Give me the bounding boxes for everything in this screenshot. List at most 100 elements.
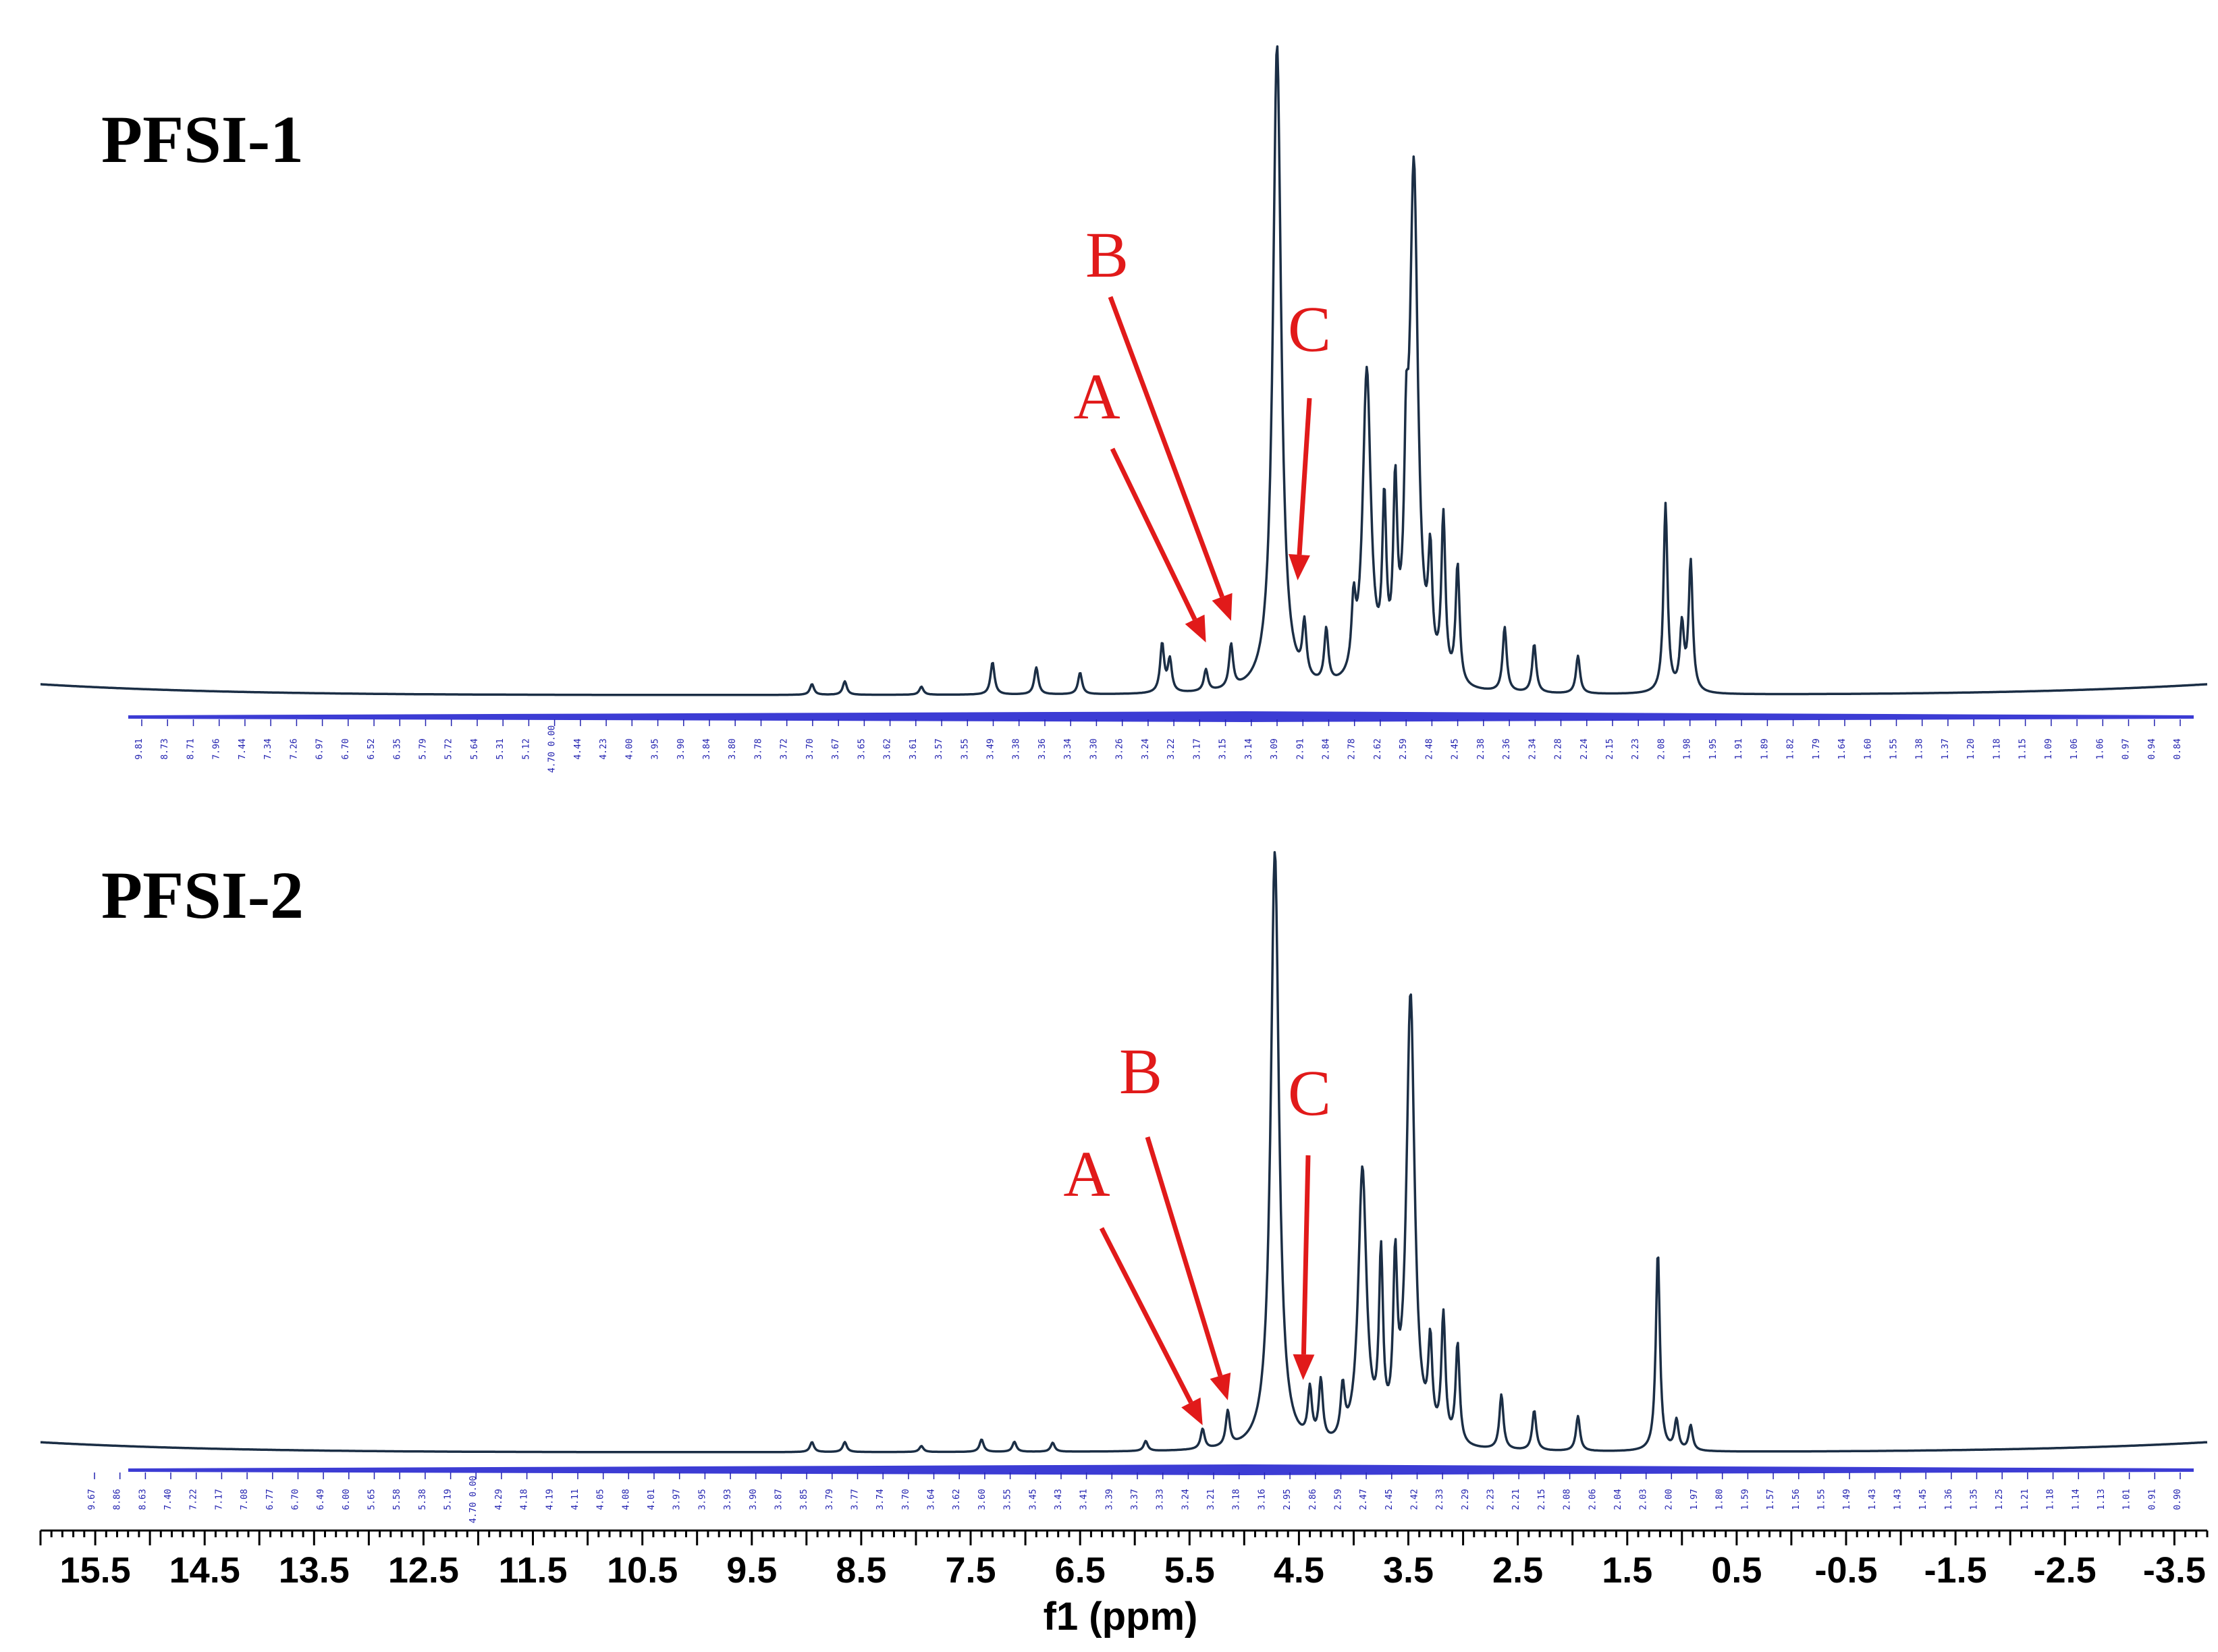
integral-value-label: 3.36 — [1037, 738, 1048, 759]
integral-value-label: 2.62 — [1373, 738, 1383, 759]
integral-value-label: 2.91 — [1295, 738, 1305, 759]
integral-value-label: 7.08 — [240, 1489, 250, 1510]
integral-value-label: 1.55 — [1889, 738, 1899, 759]
annotation-label-b: B — [1119, 1035, 1162, 1107]
x-tick-label: 10.5 — [607, 1550, 678, 1591]
integral-value-label: 3.80 — [728, 738, 738, 759]
integral-value-label: 1.89 — [1760, 738, 1770, 759]
x-tick-label: 8.5 — [836, 1550, 886, 1591]
integral-value-label: 1.80 — [1715, 1489, 1725, 1510]
integral-value-label: 0.94 — [2147, 738, 2157, 759]
integral-value-label: 4.70 0.00 — [547, 725, 558, 773]
integral-value-label: 3.85 — [799, 1489, 809, 1510]
annotation-label-a: A — [1063, 1138, 1110, 1210]
annotation-arrow-c — [1297, 397, 1312, 555]
integral-value-label: 1.20 — [1966, 738, 1976, 759]
x-tick-label: -3.5 — [2143, 1550, 2206, 1591]
x-tick-label: 1.5 — [1602, 1550, 1652, 1591]
integral-value-label: 1.56 — [1791, 1489, 1802, 1510]
integral-value-label: 1.91 — [1734, 738, 1744, 759]
integral-value-label: 3.60 — [977, 1489, 988, 1510]
annotation-label-a: A — [1073, 360, 1120, 433]
integral-value-label: 5.79 — [418, 738, 429, 759]
integral-value-label: 2.28 — [1554, 738, 1564, 759]
integral-value-label: 4.01 — [647, 1489, 657, 1510]
x-tick-label: -0.5 — [1814, 1550, 1877, 1591]
integral-value-label: 3.15 — [1218, 738, 1228, 759]
integral-value-label: 0.84 — [2173, 738, 2183, 759]
spectrum-line-pfsi-2 — [40, 851, 2208, 1454]
integral-value-label: 6.70 — [291, 1489, 301, 1510]
integral-value-label: 1.55 — [1816, 1489, 1827, 1510]
integral-value-label: 3.24 — [1141, 738, 1151, 759]
integral-value-label: 2.45 — [1451, 738, 1461, 759]
integral-value-label: 3.72 — [780, 738, 790, 759]
annotation-arrowhead-b — [1210, 1373, 1231, 1400]
x-tick-label: 3.5 — [1383, 1550, 1434, 1591]
integral-value-label: 2.23 — [1631, 738, 1641, 759]
integral-value-label: 5.72 — [444, 738, 454, 759]
integral-value-label: 6.35 — [392, 738, 402, 759]
integral-value-label: 1.95 — [1708, 738, 1719, 759]
x-tick-label: 14.5 — [169, 1550, 240, 1591]
integral-value-label: 3.79 — [825, 1489, 835, 1510]
integral-value-label: 1.43 — [1893, 1489, 1903, 1510]
panel-pfsi-2: PFSI-2 9.67 8.86 8.63 7.40 7.22 7.17 7.08 6.77 6… — [40, 851, 2208, 1523]
integral-value-label: 5.19 — [443, 1489, 454, 1510]
integral-value-label: 7.34 — [263, 738, 273, 759]
panel-pfsi-1: PFSI-1 9.81 8.73 8.71 7.96 7.44 7.34 7.26 6.97 6… — [40, 45, 2208, 773]
integral-value-label: 1.97 — [1689, 1489, 1700, 1510]
integral-value-label: 3.26 — [1115, 738, 1125, 759]
integral-value-label: 3.49 — [986, 738, 996, 759]
x-tick-label: 5.5 — [1164, 1550, 1215, 1591]
integral-value-label: 2.08 — [1563, 1489, 1573, 1510]
integral-value-label: 3.74 — [875, 1489, 886, 1510]
integral-value-label: 3.78 — [754, 738, 764, 759]
integral-value-label: 6.70 — [341, 738, 351, 759]
annotation-arrow-a — [1099, 1227, 1193, 1404]
integral-value-label: 0.91 — [2147, 1489, 2157, 1510]
integral-value-label: 7.22 — [189, 1489, 199, 1510]
integral-value-label: 1.49 — [1842, 1489, 1852, 1510]
integral-band-pfsi-2 — [128, 1464, 2194, 1475]
integral-value-label: 5.12 — [521, 738, 531, 759]
integral-value-label: 1.60 — [1863, 738, 1873, 759]
integral-value-label: 2.59 — [1399, 738, 1409, 759]
integral-band-shape — [128, 1464, 2194, 1475]
integral-value-label: 3.70 — [901, 1489, 911, 1510]
integral-value-label: 2.42 — [1410, 1489, 1420, 1510]
integral-value-label: 2.15 — [1537, 1489, 1547, 1510]
integral-value-label: 4.05 — [596, 1489, 606, 1510]
integral-value-label: 3.70 — [805, 738, 815, 759]
integral-value-label: 7.40 — [163, 1489, 173, 1510]
x-axis-ticks: 15.5 14.5 13.5 12.5 11.5 10.5 9.5 8.5 7.5 6.5 5.5 4… — [39, 1531, 2209, 1591]
integral-value-label: 1.45 — [1918, 1489, 1928, 1510]
integral-value-label: 3.37 — [1130, 1489, 1140, 1510]
x-tick-label: 15.5 — [60, 1550, 131, 1591]
integral-value-label: 3.93 — [723, 1489, 733, 1510]
integral-value-label: 1.38 — [1915, 738, 1925, 759]
annotation-arrowhead-c — [1293, 1354, 1315, 1380]
integral-value-label: 1.59 — [1740, 1489, 1750, 1510]
integral-value-label: 1.01 — [2122, 1489, 2132, 1510]
integral-value-label: 1.43 — [1868, 1489, 1878, 1510]
integral-value-label: 3.33 — [1156, 1489, 1166, 1510]
integral-labels-pfsi-1: 9.81 8.73 8.71 7.96 7.44 7.34 7.26 6.97 6.70 6.52… — [134, 719, 2183, 773]
x-tick-label: 7.5 — [945, 1550, 996, 1591]
integral-value-label: 9.81 — [134, 738, 144, 759]
integral-value-label: 7.44 — [238, 738, 248, 759]
integral-value-label: 3.45 — [1028, 1489, 1038, 1510]
panel-title-pfsi-2: PFSI-2 — [101, 858, 304, 933]
integral-value-label: 3.21 — [1206, 1489, 1216, 1510]
annotation-arrow-c — [1301, 1155, 1311, 1355]
annotation-arrowhead-b — [1212, 593, 1233, 621]
integral-value-label: 1.35 — [1970, 1489, 1980, 1510]
integral-value-label: 2.15 — [1605, 738, 1615, 759]
integral-value-label: 8.73 — [160, 738, 170, 759]
integral-value-label: 8.63 — [138, 1489, 148, 1510]
integral-value-label: 2.08 — [1656, 738, 1667, 759]
annotation-arrowhead-a — [1185, 614, 1206, 642]
integral-value-label: 2.95 — [1282, 1489, 1293, 1510]
integral-value-label: 1.64 — [1837, 738, 1847, 759]
